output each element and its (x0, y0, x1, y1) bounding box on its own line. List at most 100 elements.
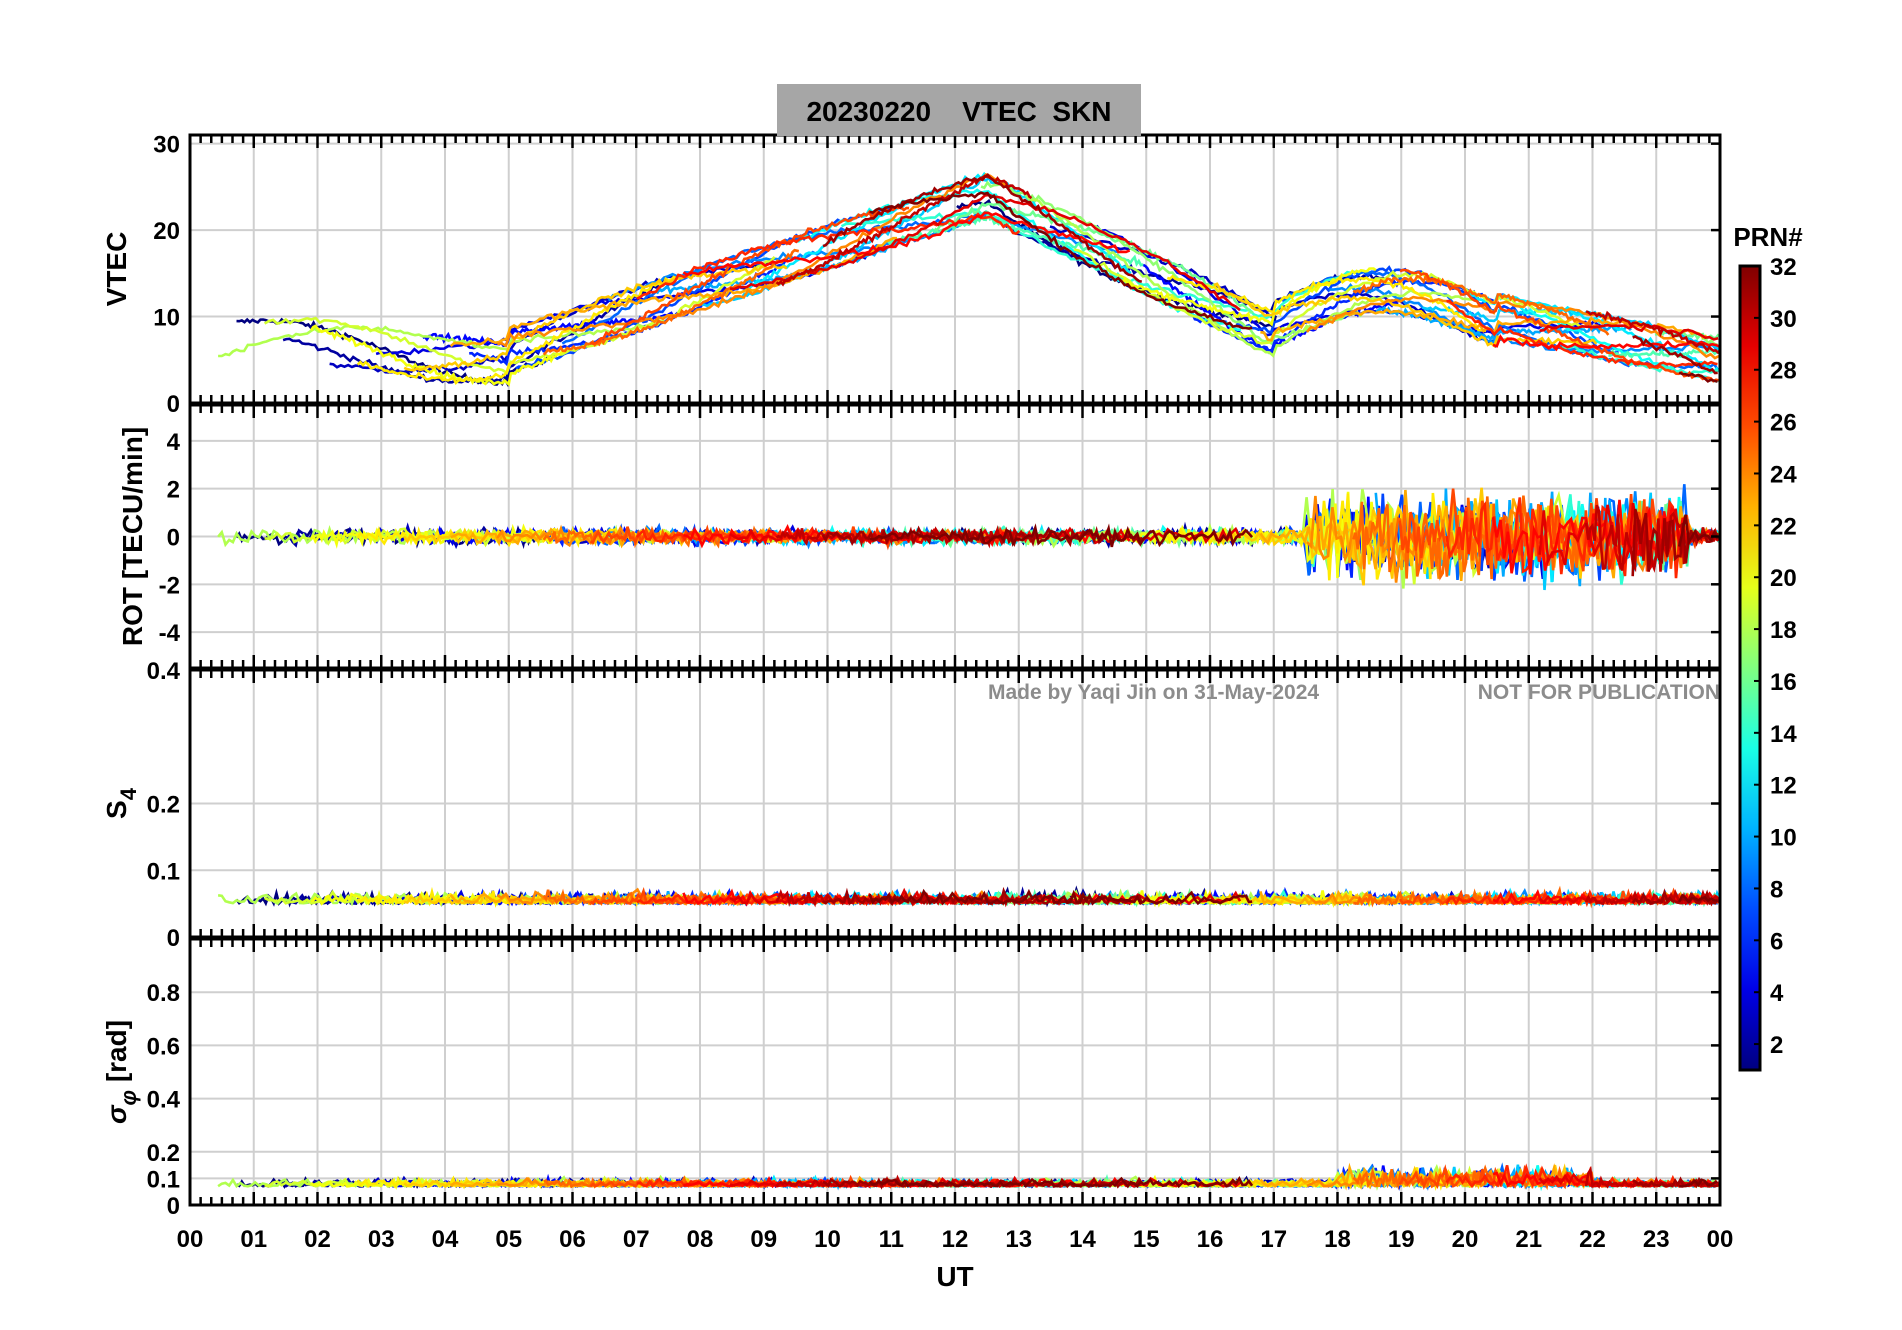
title-box (777, 84, 1141, 136)
xtick-label: 07 (623, 1226, 650, 1253)
xtick-label: 08 (687, 1226, 714, 1253)
watermark-notice: NOT FOR PUBLICATION (1478, 681, 1720, 704)
xtick-label: 09 (750, 1226, 777, 1253)
ytick-label: 10 (153, 305, 180, 332)
series-group (217, 484, 1720, 591)
ytick-label: 20 (153, 218, 180, 245)
colorbar-tick-label: 6 (1770, 928, 1783, 955)
colorbar-tick-label: 14 (1770, 721, 1797, 748)
xtick-label: 16 (1197, 1226, 1224, 1253)
prn-27-track (1445, 497, 1719, 579)
y-axis-label-main: S (101, 800, 132, 819)
prn-24-track (1305, 295, 1720, 360)
watermark-author: Made by Yaqi Jin on 31-May-2024 (988, 681, 1319, 704)
ytick-label: 0 (167, 391, 180, 418)
xtick-label: 17 (1260, 1226, 1287, 1253)
prn-18-track (218, 320, 665, 358)
y-axis-label: S4 (101, 787, 141, 819)
prn-29-track (1539, 323, 1719, 341)
colorbar-tick-label: 10 (1770, 825, 1797, 852)
prn-28-track (1491, 499, 1720, 575)
grid (190, 135, 1720, 403)
series-group (218, 171, 1720, 388)
xtick-label: 04 (432, 1226, 459, 1253)
colorbar-tick-label: 28 (1770, 358, 1797, 385)
prn-25-track (1352, 273, 1610, 336)
prn-26-track (1398, 488, 1719, 572)
colorbar-tick-label: 16 (1770, 669, 1797, 696)
x-minor-ticks (188, 670, 1722, 937)
y-axis-label-main: σ (101, 1104, 132, 1124)
xtick-label: 10 (814, 1226, 841, 1253)
xtick-label: 21 (1515, 1226, 1542, 1253)
colorbar-tick-label: 32 (1770, 254, 1797, 281)
colorbar-tick-label: 24 (1770, 461, 1797, 488)
prn-10-track (1375, 305, 1632, 344)
xtick-label: 02 (304, 1226, 331, 1253)
panel-vtec: 0 10 20 30 VTEC (101, 132, 1722, 418)
y-axis-label: ROT [TECU/min] (117, 427, 148, 646)
prn-31-track (1631, 508, 1719, 577)
prn-32-track (1678, 893, 1718, 905)
xtick-label: 01 (240, 1226, 267, 1253)
xtick-label: 13 (1005, 1226, 1032, 1253)
x-minor-ticks (188, 939, 1722, 1205)
prn-14-track (840, 208, 1352, 320)
prn-30-track (1585, 310, 1720, 355)
xtick-label: 15 (1133, 1226, 1160, 1253)
chart-title: 20230220 VTEC SKN (806, 96, 1111, 127)
ytick-label: 2 (167, 477, 180, 504)
xtick-label: 19 (1388, 1226, 1415, 1253)
panel-sigma_phi: 00.10.20.40.60.8σφ [rad] (101, 937, 1722, 1220)
prn-26-track (590, 205, 910, 346)
ytick-label: 0.4 (147, 658, 181, 685)
x-minor-ticks (188, 405, 1722, 668)
xtick-label: 11 (879, 1226, 904, 1253)
prn-29-track (729, 193, 1241, 312)
xtick-label: 18 (1324, 1226, 1351, 1253)
ytick-label: 0 (167, 1193, 180, 1220)
y-axis-label: VTEC (101, 232, 132, 307)
colorbar-tick-label: 26 (1770, 410, 1797, 437)
prn-16-track (934, 202, 1254, 314)
prn-22-track (403, 264, 788, 372)
xtick-label: 00 (1707, 1226, 1734, 1253)
colorbar-tick-label: 2 (1770, 1032, 1783, 1059)
panel-rot: -4 -2 0 2 4 ROT [TECU/min] (117, 403, 1722, 670)
ytick-label: 0.1 (147, 1166, 180, 1193)
prn-20-track (310, 324, 568, 387)
x-minor-ticks (188, 135, 1722, 403)
ytick-label: 0.6 (147, 1033, 180, 1060)
xtick-label: 00 (177, 1226, 204, 1253)
xtick-label: 22 (1579, 1226, 1606, 1253)
colorbar-tick-label: 4 (1770, 980, 1784, 1007)
y-axis-label: σφ [rad] (101, 1020, 141, 1124)
xtick-label: 06 (559, 1226, 586, 1253)
prn-19-track (1073, 248, 1585, 345)
prn-25-track (542, 248, 800, 356)
prn-32-track (869, 523, 1254, 548)
prn-32-track (1679, 1178, 1718, 1188)
colorbar-label: PRN# (1733, 222, 1803, 252)
prn-27-track (1446, 299, 1718, 369)
y-axis-label-sub: 4 (116, 787, 141, 800)
ytick-label: 0.4 (147, 1087, 181, 1114)
colorbar-tick-label: 30 (1770, 306, 1797, 333)
y-axis-label-unit: [rad] (101, 1020, 132, 1090)
ytick-label: 4 (167, 429, 181, 456)
prn-6-track (469, 258, 789, 367)
prn-21-track (1166, 274, 1487, 333)
prn-21-track (356, 275, 678, 386)
grid (190, 939, 1720, 1205)
prn-24-track (497, 173, 1008, 348)
prn-32-track (869, 191, 1253, 330)
xtick-label: 05 (495, 1226, 522, 1253)
xtick-label: 12 (942, 1226, 969, 1253)
xtick-label: 20 (1452, 1226, 1479, 1253)
ytick-label: 0.2 (147, 792, 180, 819)
prn-32-track (1677, 514, 1719, 547)
prn-12-track (747, 171, 1132, 290)
